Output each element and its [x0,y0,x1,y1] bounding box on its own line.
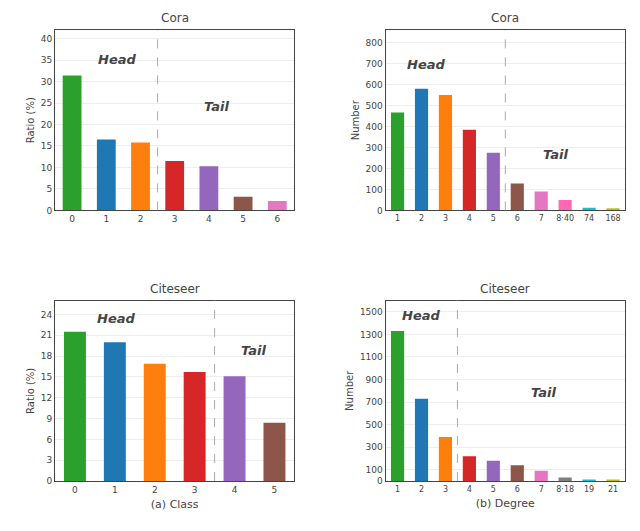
svg-text:15: 15 [41,141,52,151]
svg-text:24: 24 [41,310,53,320]
svg-text:6: 6 [274,214,280,224]
svg-text:Tail: Tail [204,99,230,114]
svg-text:35: 35 [41,55,52,65]
svg-text:20: 20 [41,120,53,130]
svg-text:6: 6 [515,214,520,223]
svg-text:800: 800 [366,38,383,48]
svg-text:700: 700 [366,59,383,69]
svg-text:18: 18 [41,351,53,361]
svg-text:5: 5 [491,214,496,223]
svg-text:1: 1 [103,214,109,224]
svg-text:0: 0 [72,485,78,495]
svg-text:0: 0 [46,476,52,486]
svg-text:Cora: Cora [161,11,189,25]
svg-text:2: 2 [138,214,144,224]
svg-text:Tail: Tail [241,343,267,358]
svg-text:Citeseer: Citeseer [150,282,200,296]
svg-text:8·40: 8·40 [556,214,574,223]
svg-text:1100: 1100 [360,352,383,362]
svg-text:100: 100 [366,465,383,475]
svg-text:7: 7 [539,214,544,223]
svg-text:500: 500 [366,101,383,111]
svg-text:1: 1 [395,485,400,494]
svg-text:15: 15 [41,372,52,382]
svg-text:2: 2 [419,485,424,494]
svg-text:300: 300 [366,143,383,153]
svg-text:3: 3 [46,455,52,465]
svg-text:Ratio (%): Ratio (%) [25,368,36,414]
svg-text:0: 0 [377,206,383,216]
svg-text:Number: Number [350,99,361,140]
svg-text:500: 500 [366,420,383,430]
svg-text:4: 4 [467,214,472,223]
svg-text:900: 900 [366,375,383,385]
svg-text:Cora: Cora [491,11,519,25]
svg-text:7: 7 [539,485,544,494]
svg-text:30: 30 [41,77,53,87]
svg-text:12: 12 [41,393,52,403]
svg-text:Head: Head [407,57,445,72]
svg-text:21: 21 [41,330,52,340]
svg-text:0: 0 [377,476,383,486]
svg-text:400: 400 [366,122,383,132]
svg-text:4: 4 [232,485,238,495]
svg-text:168: 168 [605,214,620,223]
svg-text:Ratio (%): Ratio (%) [25,97,36,143]
svg-text:Tail: Tail [543,147,569,162]
svg-text:Number: Number [344,370,355,411]
svg-text:200: 200 [366,164,383,174]
svg-text:Head: Head [97,311,135,326]
svg-text:40: 40 [41,34,53,44]
svg-text:3: 3 [192,485,198,495]
svg-text:3: 3 [172,214,178,224]
svg-text:8·18: 8·18 [556,485,574,494]
svg-text:25: 25 [41,98,52,108]
svg-text:5: 5 [240,214,246,224]
svg-text:(b) Degree: (b) Degree [476,497,535,510]
svg-text:100: 100 [366,185,383,195]
svg-text:6: 6 [46,435,52,445]
svg-text:5: 5 [272,485,278,495]
svg-text:1300: 1300 [360,330,383,340]
svg-text:19: 19 [584,485,594,494]
svg-text:3: 3 [443,485,448,494]
svg-text:1: 1 [395,214,400,223]
svg-text:0: 0 [46,206,52,216]
svg-text:Head: Head [98,52,136,67]
svg-text:Tail: Tail [531,385,557,400]
svg-text:0: 0 [69,214,75,224]
svg-text:4: 4 [467,485,472,494]
svg-text:600: 600 [366,80,383,90]
svg-text:Head: Head [402,308,440,323]
svg-text:9: 9 [46,414,52,424]
svg-text:1500: 1500 [360,307,383,317]
svg-text:74: 74 [584,214,594,223]
svg-text:5: 5 [491,485,496,494]
svg-text:2: 2 [152,485,158,495]
svg-text:2: 2 [419,214,424,223]
svg-text:1: 1 [112,485,118,495]
svg-text:700: 700 [366,397,383,407]
svg-text:21: 21 [608,485,618,494]
svg-text:Citeseer: Citeseer [480,282,530,296]
svg-text:4: 4 [206,214,212,224]
svg-text:5: 5 [46,184,52,194]
svg-text:(a) Class: (a) Class [151,498,199,511]
svg-text:10: 10 [41,163,53,173]
svg-text:6: 6 [515,485,520,494]
svg-text:300: 300 [366,442,383,452]
svg-text:3: 3 [443,214,448,223]
